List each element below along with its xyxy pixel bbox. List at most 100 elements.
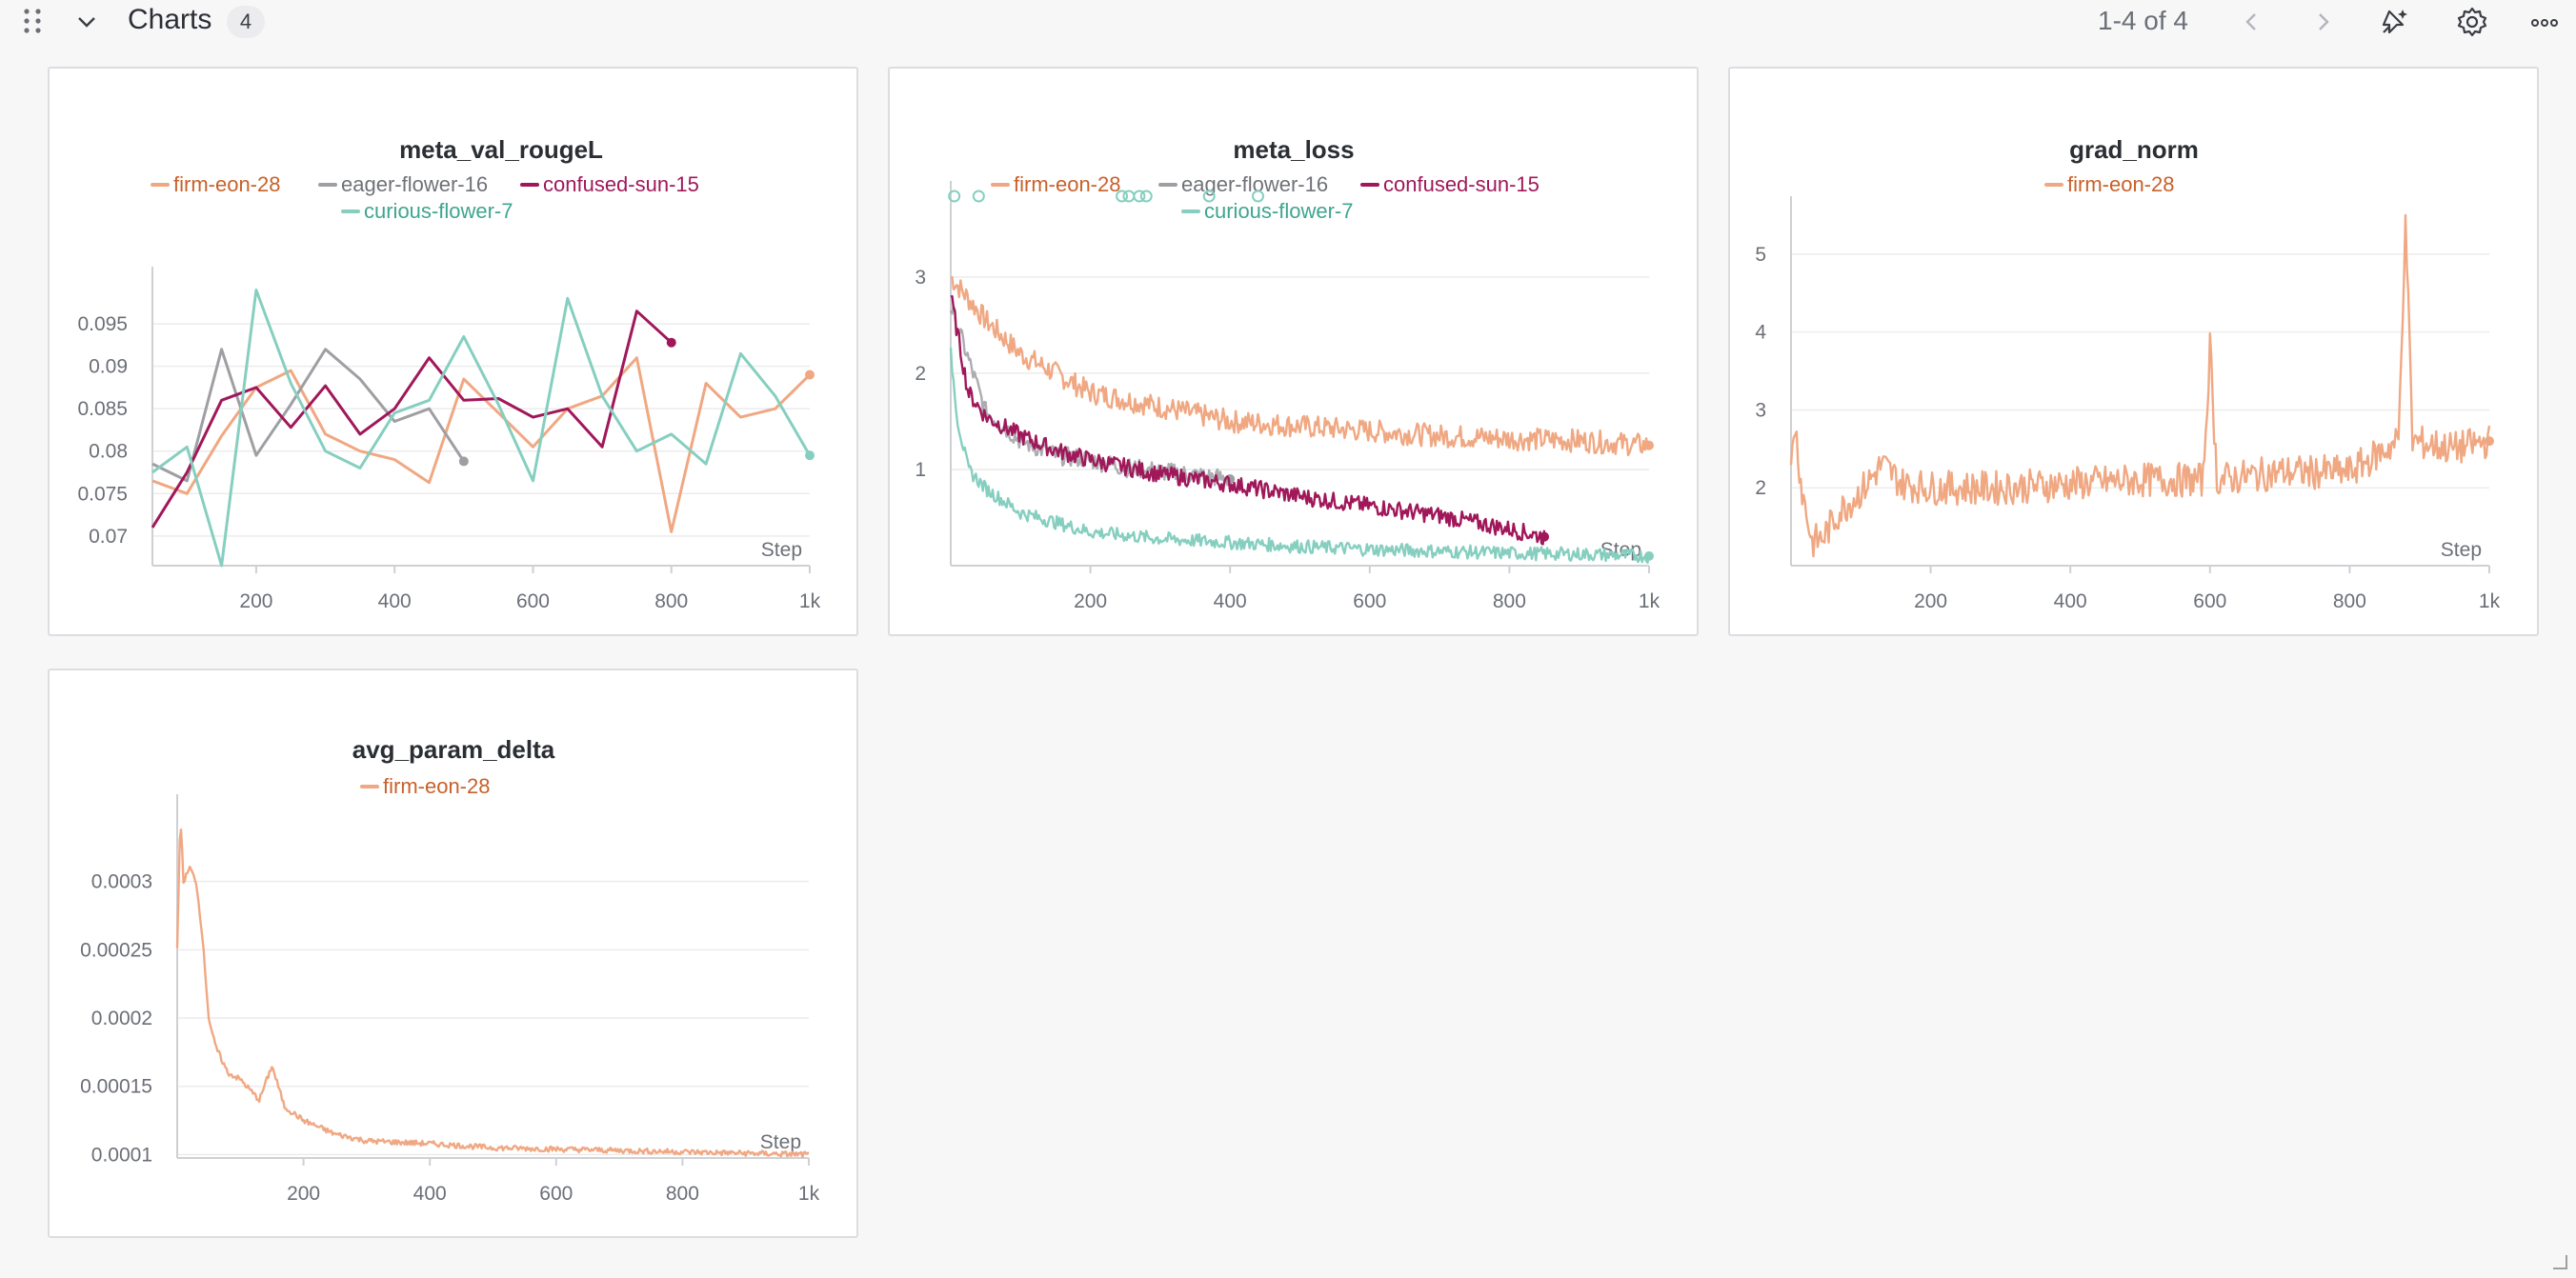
x-axis-label: Step	[761, 539, 802, 561]
series-end-point-confused-sun-15	[666, 337, 676, 348]
sparkle-pin-icon[interactable]	[2376, 4, 2412, 40]
y-tick-label: 0.09	[89, 356, 128, 378]
y-tick-label: 0.07	[89, 526, 128, 548]
series-end-point-eager-flower-16	[458, 456, 469, 467]
y-tick-label: 0.075	[77, 483, 128, 505]
outlier-marker	[1252, 190, 1265, 203]
x-tick-label: 800	[654, 590, 688, 612]
y-tick-label: 1	[915, 459, 926, 481]
series-end-point-confused-sun-15	[1540, 531, 1550, 542]
y-tick-label: 0.0001	[91, 1144, 152, 1166]
outlier-marker	[1122, 190, 1136, 203]
legend-label-firm-eon-28: firm-eon-28	[2067, 172, 2174, 196]
outlier-marker	[1133, 190, 1146, 203]
x-tick-label: 600	[539, 1183, 573, 1205]
y-tick-label: 4	[1755, 322, 1766, 344]
series-line-confused-sun-15	[151, 310, 673, 529]
x-tick-label: 800	[666, 1183, 699, 1205]
meta-val-rougel-chart: meta_val_rougeL firm-eon-28 eager-flower-1…	[77, 135, 821, 612]
chevron-down-icon[interactable]	[74, 10, 99, 34]
x-tick-label: 1k	[799, 590, 821, 612]
outlier-marker	[948, 190, 961, 203]
legend-label-firm-eon-28: firm-eon-28	[173, 172, 280, 196]
y-tick-label: 0.00025	[80, 939, 152, 961]
panel-count-badge: 4	[227, 6, 265, 38]
x-tick-label: 1k	[2479, 590, 2501, 612]
y-tick-label: 5	[1755, 244, 1766, 266]
chart-panel-meta-val-rougel[interactable]: meta_val_rougeL firm-eon-28 eager-flower-1…	[48, 67, 858, 636]
y-tick-label: 0.0002	[91, 1008, 152, 1029]
x-tick-label: 1k	[1639, 590, 1660, 612]
x-axis-label: Step	[1600, 539, 1641, 561]
x-tick-label: 200	[287, 1183, 320, 1205]
series-line-eager-flower-16	[151, 348, 466, 483]
x-tick-label: 400	[378, 590, 412, 612]
y-tick-label: 3	[915, 267, 926, 289]
x-axis-label: Step	[2441, 539, 2482, 561]
x-tick-label: 600	[516, 590, 550, 612]
series-line-firm-eon-28	[950, 275, 1650, 457]
outlier-marker	[1202, 190, 1216, 203]
series-line-firm-eon-28	[151, 356, 812, 533]
x-tick-label: 600	[2193, 590, 2226, 612]
y-tick-label: 0.085	[77, 398, 128, 420]
x-tick-label: 800	[1493, 590, 1526, 612]
section-title: Charts	[128, 4, 212, 35]
pagination-label: 1-4 of 4	[2098, 6, 2188, 35]
chart-panel-grad-norm[interactable]: grad_norm firm-eon-28 2 3 4 5 200 400 600 800 1k St…	[1728, 67, 2539, 636]
chart-title: grad_norm	[2069, 135, 2199, 164]
x-tick-label: 400	[413, 1183, 447, 1205]
outlier-marker	[1139, 190, 1153, 203]
x-tick-label: 200	[1074, 590, 1107, 612]
chart-title: avg_param_delta	[352, 735, 555, 764]
y-tick-label: 0.0003	[91, 871, 152, 893]
legend-label-firm-eon-28: firm-eon-28	[383, 774, 490, 798]
drag-handle-icon[interactable]	[21, 6, 44, 36]
outlier-marker	[1116, 190, 1129, 203]
series-end-point-firm-eon-28	[805, 369, 815, 380]
y-tick-label: 3	[1755, 399, 1766, 421]
x-tick-label: 1k	[798, 1183, 820, 1205]
y-tick-label: 0.00015	[80, 1076, 152, 1098]
x-tick-label: 400	[1214, 590, 1247, 612]
x-tick-label: 400	[2054, 590, 2087, 612]
grad-norm-chart: grad_norm firm-eon-28 2 3 4 5 200 400 600 800 1k St…	[1755, 135, 2501, 612]
chart-title: meta_val_rougeL	[399, 135, 603, 164]
chart-title: meta_loss	[1233, 135, 1354, 164]
x-tick-label: 200	[239, 590, 272, 612]
series-line-curious-flower-7	[151, 289, 812, 568]
legend-label-eager-flower-16: eager-flower-16	[341, 172, 488, 196]
chart-panel-meta-loss[interactable]: meta_loss firm-eon-28 eager-flower-16 confu…	[888, 67, 1699, 636]
panel-section-header: Charts 4 1-4 of 4	[0, 0, 2576, 44]
chevron-right-icon[interactable]	[2305, 4, 2342, 40]
avg-param-delta-chart: avg_param_delta firm-eon-28 0.0001 0.00015 0…	[80, 735, 820, 1205]
series-line-firm-eon-28	[175, 828, 810, 1158]
series-end-point-firm-eon-28	[2485, 436, 2494, 447]
legend-label-confused-sun-15: confused-sun-15	[543, 172, 699, 196]
resize-corner-icon[interactable]	[2549, 1251, 2568, 1270]
y-tick-label: 2	[1755, 477, 1766, 499]
chart-panel-avg-param-delta[interactable]: avg_param_delta firm-eon-28 0.0001 0.00015 0…	[48, 669, 858, 1238]
legend-label-curious-flower-7: curious-flower-7	[364, 199, 513, 223]
series-line-firm-eon-28	[1789, 213, 2491, 558]
legend-label-firm-eon-28: firm-eon-28	[1014, 172, 1120, 196]
series-end-point-firm-eon-28	[1644, 440, 1654, 450]
legend-label-curious-flower-7: curious-flower-7	[1204, 199, 1354, 223]
x-tick-label: 200	[1914, 590, 1947, 612]
gear-icon[interactable]	[2454, 4, 2490, 40]
outlier-marker	[972, 190, 985, 203]
legend-label-confused-sun-15: confused-sun-15	[1383, 172, 1540, 196]
series-end-point-curious-flower-7	[805, 450, 815, 461]
chevron-left-icon[interactable]	[2233, 4, 2269, 40]
series-line-confused-sun-15	[950, 294, 1546, 546]
more-horizontal-icon[interactable]	[2526, 4, 2563, 40]
series-end-point-curious-flower-7	[1644, 550, 1654, 561]
series-line-curious-flower-7	[949, 348, 1651, 564]
x-axis-label: Step	[760, 1131, 801, 1153]
x-tick-label: 600	[1353, 590, 1386, 612]
y-tick-label: 0.08	[89, 441, 128, 463]
y-tick-label: 2	[915, 363, 926, 385]
x-tick-label: 800	[2333, 590, 2366, 612]
y-tick-label: 0.095	[77, 313, 128, 335]
